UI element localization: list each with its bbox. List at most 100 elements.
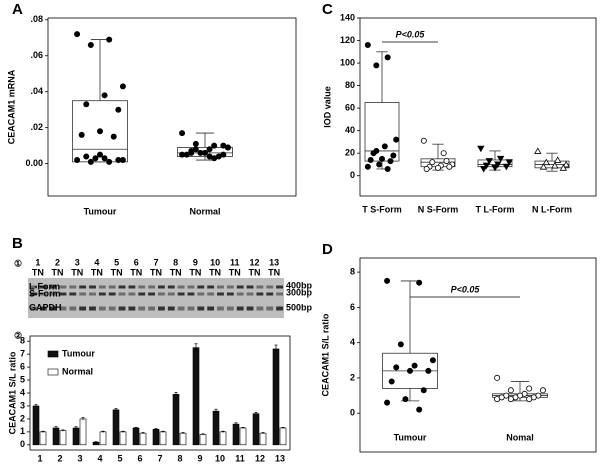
gel-band: [276, 306, 283, 311]
lane-number: 4: [94, 257, 99, 267]
data-point: [367, 156, 374, 163]
data-point: [494, 396, 501, 403]
lane-pair: TN: [111, 267, 123, 277]
gel-band: [256, 292, 264, 296]
gel-band: [266, 306, 274, 311]
gel-band: [217, 306, 224, 311]
lane-pair: TN: [32, 267, 44, 277]
x-tick-label: 3: [77, 453, 82, 463]
y-axis-label: CEACAM1 mRNA: [6, 69, 16, 144]
data-point: [106, 158, 113, 165]
annotation: P<0.05: [396, 29, 426, 39]
data-point: [97, 128, 104, 135]
y-axis-label: IOD value: [322, 86, 332, 128]
data-point: [384, 54, 391, 61]
data-point: [393, 136, 400, 143]
y-tick-label: 120: [340, 35, 355, 45]
data-point: [440, 150, 447, 157]
data-point: [420, 387, 427, 394]
gel-band: [226, 292, 234, 296]
gel-band: [148, 306, 155, 311]
gel-band: [89, 292, 96, 296]
box: [72, 100, 128, 163]
lane-number: 9: [193, 257, 198, 267]
x-tick-label: 7: [157, 453, 162, 463]
bar: [252, 413, 260, 446]
data-point: [206, 146, 213, 153]
gel-band: [128, 292, 136, 296]
y-tick-label: .06: [30, 50, 43, 60]
gel-band: [148, 292, 155, 296]
y-tick-label: 8: [20, 336, 25, 346]
gel-band: [89, 306, 96, 311]
gel-band: [128, 306, 136, 311]
gel-band: [128, 285, 136, 289]
data-point: [420, 137, 427, 144]
gel-band: [89, 285, 96, 289]
lane-pair: TN: [71, 267, 83, 277]
gel-band: [79, 285, 87, 289]
data-point: [78, 131, 85, 138]
gel-band: [217, 292, 224, 296]
gel-band: [59, 306, 67, 311]
bar: [199, 434, 207, 446]
gel-band: [30, 285, 37, 289]
x-tick-label: 10: [215, 453, 225, 463]
lane-number: 3: [75, 257, 80, 267]
x-tick-label: Tumour: [84, 206, 117, 216]
bar: [152, 428, 160, 446]
lane-pair: TN: [268, 267, 280, 277]
data-point: [220, 151, 227, 158]
data-point: [192, 146, 199, 153]
lane-pair: TN: [91, 267, 103, 277]
data-point: [406, 367, 413, 374]
gel-band: [30, 306, 37, 311]
y-tick-label: 2: [350, 372, 355, 382]
data-point: [477, 145, 485, 153]
data-point: [188, 149, 195, 156]
gel-band: [236, 292, 244, 296]
gel-band: [59, 292, 67, 296]
gel-band: [30, 292, 37, 296]
gel-band: [177, 306, 185, 311]
data-point: [494, 161, 502, 169]
gel-band: [39, 285, 47, 289]
data-point: [381, 143, 388, 150]
data-point: [397, 341, 404, 348]
data-point: [539, 387, 546, 394]
gel-band: [59, 285, 67, 289]
bar: [99, 431, 107, 446]
data-point: [197, 149, 204, 156]
gel-band: [108, 285, 116, 289]
data-point: [384, 277, 391, 284]
data-point: [179, 130, 186, 137]
y-tick-label: 100: [340, 57, 355, 67]
gel-band: [148, 285, 155, 289]
x-tick-label: 5: [117, 453, 122, 463]
step-label: ①: [14, 258, 22, 268]
gel-band: [108, 306, 116, 311]
bar: [139, 432, 147, 446]
lane-number: 13: [269, 257, 279, 267]
gel-band: [207, 306, 215, 311]
data-point: [393, 364, 400, 371]
bar: [172, 393, 180, 446]
gel-band: [177, 292, 185, 296]
y-tick-label: 4: [350, 337, 355, 347]
lane-pair: TN: [209, 267, 221, 277]
legend-swatch: [47, 350, 59, 358]
gel-band: [118, 285, 126, 289]
lane-number: 7: [153, 257, 158, 267]
bar: [59, 430, 67, 446]
bar: [179, 432, 187, 446]
x-tick-label: 9: [197, 453, 202, 463]
plot-frame: [359, 257, 597, 453]
data-point: [502, 163, 511, 171]
data-point: [496, 155, 505, 163]
y-tick-label: 1: [20, 426, 25, 436]
data-point: [390, 152, 397, 159]
gel-band: [187, 292, 195, 296]
gel-band: [276, 292, 283, 296]
data-point: [211, 142, 218, 149]
gel-background: [28, 278, 284, 318]
